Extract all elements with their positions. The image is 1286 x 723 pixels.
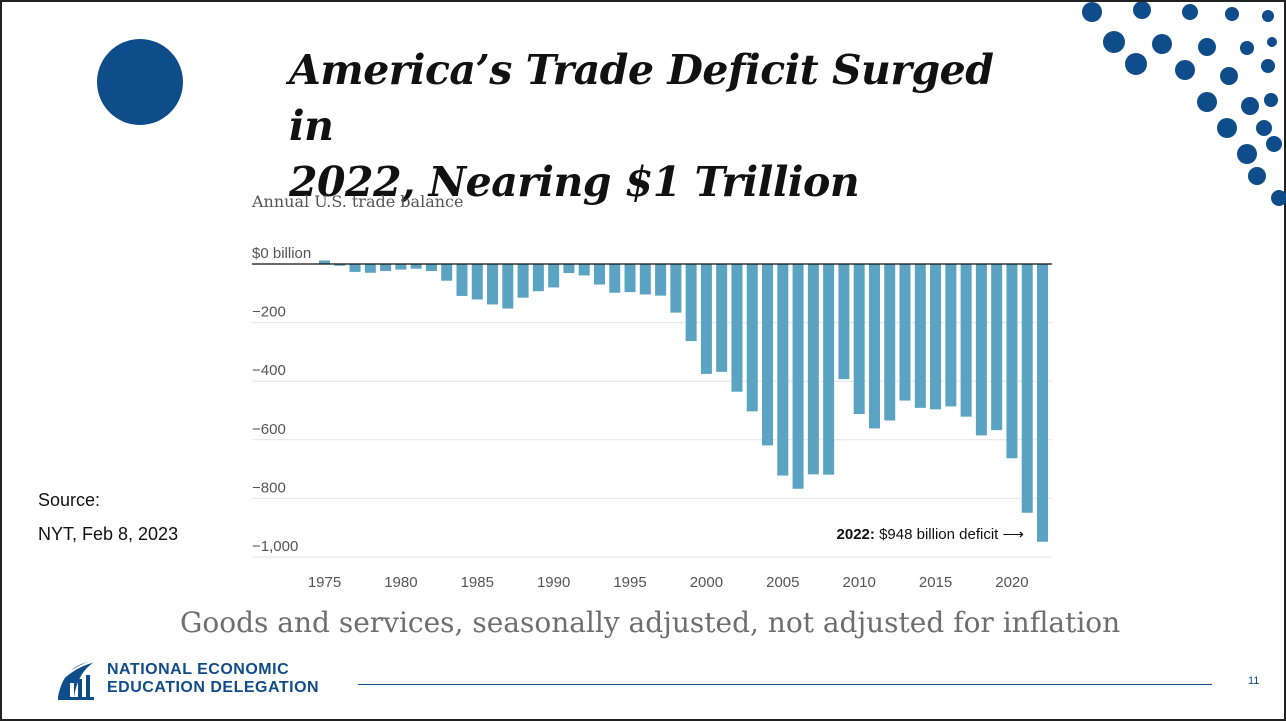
- bar: [655, 264, 667, 296]
- bar: [548, 264, 560, 288]
- x-tick-label: 2005: [766, 574, 799, 591]
- decorative-dot-pattern: [1082, 2, 1286, 206]
- y-tick-label: −400: [252, 362, 286, 379]
- bar: [930, 264, 942, 410]
- bar: [685, 264, 697, 342]
- y-tick-label: −800: [252, 479, 286, 496]
- title-line-2: 2022, Nearing $1 Trillion: [289, 158, 860, 206]
- page-number: 11: [1248, 675, 1260, 687]
- bar: [410, 264, 422, 269]
- slide-title: America’s Trade Deficit Surged in 2022, …: [289, 42, 1049, 210]
- x-tick-label: 1975: [308, 574, 341, 591]
- bar: [563, 264, 575, 274]
- bar: [700, 264, 712, 374]
- bar: [532, 264, 544, 292]
- bar: [380, 264, 392, 272]
- bar: [425, 264, 437, 272]
- bar: [487, 264, 499, 305]
- y-tick-label: −600: [252, 421, 286, 438]
- bar: [1037, 264, 1048, 542]
- x-tick-label: 2020: [995, 574, 1028, 591]
- bar: [945, 264, 957, 407]
- bar: [364, 264, 376, 273]
- y-tick-label: $0 billion: [252, 245, 311, 262]
- x-tick-label: 1990: [537, 574, 570, 591]
- x-tick-label: 2015: [919, 574, 952, 591]
- bar: [609, 264, 621, 293]
- chart-caption: Goods and services, seasonally adjusted,…: [180, 606, 1121, 639]
- org-name-line-2: EDUCATION DELEGATION: [107, 679, 320, 696]
- source-label: Source:: [38, 490, 101, 510]
- bar: [991, 264, 1003, 431]
- bar: [853, 264, 865, 415]
- bar: [471, 264, 483, 300]
- chart-title: Annual U.S. trade balance: [252, 192, 464, 211]
- bar: [319, 260, 330, 264]
- annotation-2022: 2022: $948 billion deficit ⟶: [837, 526, 1024, 543]
- bar: [639, 264, 651, 295]
- ned-logo-icon: [58, 660, 97, 700]
- x-tick-label: 2010: [842, 574, 875, 591]
- bar: [456, 264, 468, 296]
- bar: [884, 264, 896, 421]
- bar: [441, 264, 453, 281]
- bar: [1021, 264, 1033, 513]
- org-name-line-1: NATIONAL ECONOMIC: [107, 661, 290, 678]
- bar: [914, 264, 926, 408]
- x-tick-label: 1995: [613, 574, 646, 591]
- annotation-year: 2022:: [837, 526, 880, 543]
- bar: [334, 264, 346, 266]
- bar: [731, 264, 743, 392]
- bar: [716, 264, 728, 372]
- bar: [823, 264, 835, 475]
- bar: [746, 264, 758, 412]
- decorative-circle: [97, 39, 183, 125]
- bar: [349, 264, 361, 272]
- x-tick-label: 1985: [461, 574, 494, 591]
- bar: [395, 264, 407, 270]
- footer-divider: [358, 684, 1212, 685]
- bar: [624, 264, 636, 293]
- bar: [807, 264, 819, 475]
- bar: [838, 264, 850, 380]
- bar: [593, 264, 605, 285]
- bar: [868, 264, 880, 429]
- bar: [777, 264, 789, 476]
- x-tick-label: 2000: [690, 574, 723, 591]
- bar: [792, 264, 804, 489]
- bar: [762, 264, 774, 446]
- bar: [975, 264, 987, 436]
- bar: [502, 264, 514, 309]
- annotation-text: $948 billion deficit ⟶: [879, 526, 1024, 543]
- y-tick-label: −200: [252, 304, 286, 321]
- y-tick-label: −1,000: [252, 538, 298, 555]
- title-line-1: America’s Trade Deficit Surged in: [289, 46, 994, 150]
- bar: [960, 264, 972, 417]
- source-detail: NYT, Feb 8, 2023: [38, 524, 179, 544]
- bar: [517, 264, 529, 298]
- bar: [670, 264, 682, 313]
- bar: [1006, 264, 1018, 459]
- bar: [578, 264, 590, 276]
- bar: [899, 264, 911, 401]
- x-tick-label: 1980: [384, 574, 417, 591]
